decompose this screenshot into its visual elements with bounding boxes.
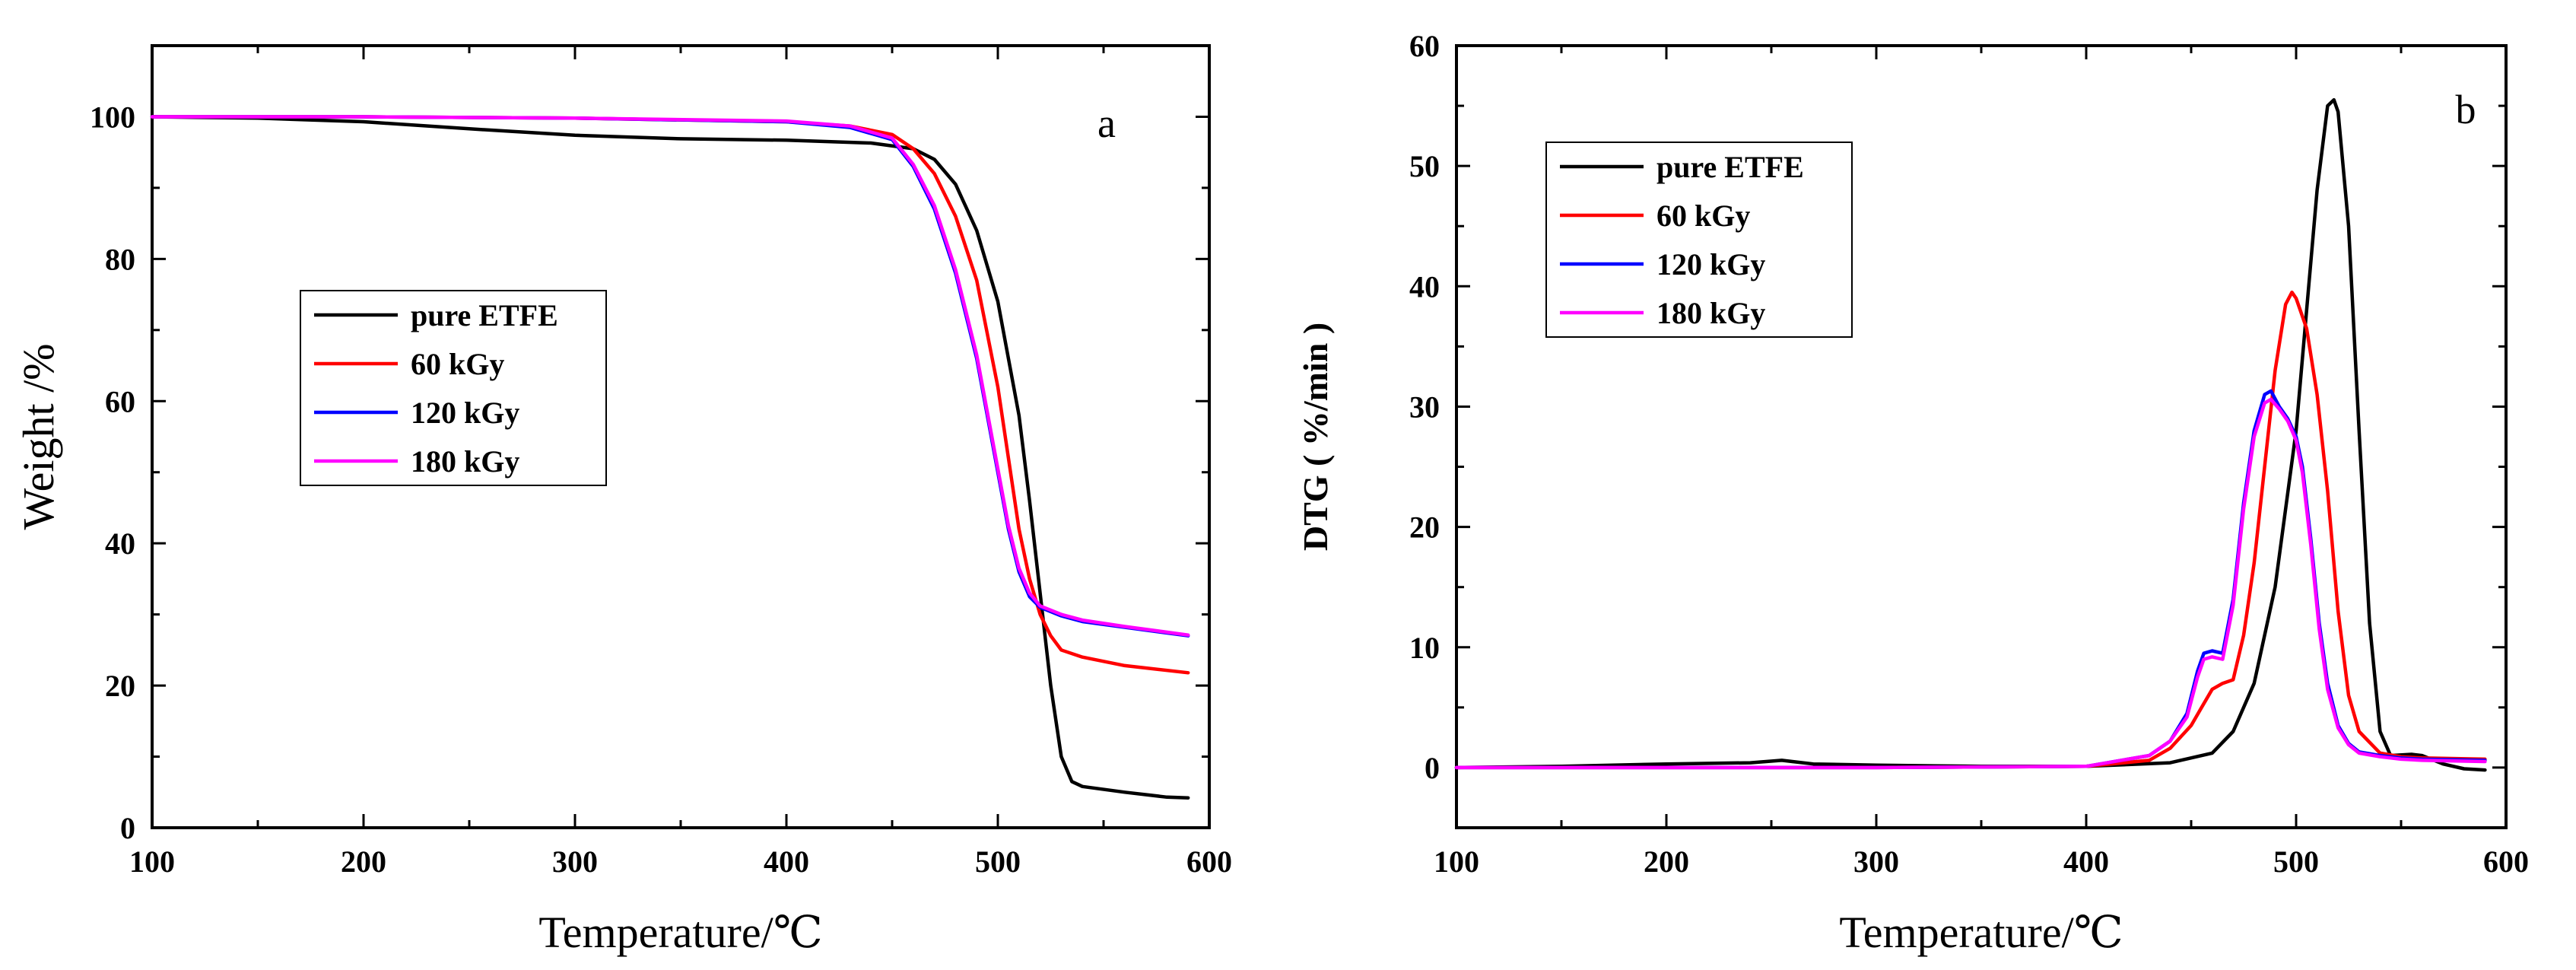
legend-label: pure ETFE (411, 298, 558, 332)
legend-label: 180 kGy (1656, 296, 1765, 330)
y-tick-label: 40 (105, 526, 135, 561)
x-tick-label: 600 (2483, 844, 2529, 879)
x-tick-label: 300 (1853, 844, 1899, 879)
panel-label: b (2456, 87, 2476, 132)
x-axis-title: Temperature/℃ (538, 908, 822, 957)
series-line-60-kgy (1454, 290, 2487, 770)
series-line-180-kgy (150, 115, 1190, 637)
y-tick-label: 80 (105, 242, 135, 276)
legend-box (1545, 142, 1853, 338)
x-tick-label: 300 (552, 844, 598, 879)
x-axis-title: Temperature/℃ (1839, 908, 2123, 957)
legend-box (300, 290, 607, 486)
y-tick-label: 20 (105, 669, 135, 703)
chart-panel-b: 100 200 300 400 500 600 0 10 20 30 40 50 60 Temperatu… (1296, 29, 2529, 957)
chart-panel-a: 100 200 300 400 500 600 0 20 40 60 80 100 Temperatur… (14, 44, 1232, 957)
legend-label: 180 kGy (411, 444, 519, 479)
y-tick-label: 30 (1409, 390, 1440, 424)
series-line-pure-etfe (150, 115, 1190, 800)
x-tick-label: 400 (764, 844, 809, 879)
x-tick-label: 200 (341, 844, 386, 879)
series-line-180-kgy (1454, 397, 2487, 770)
x-tick-label: 400 (2063, 844, 2109, 879)
y-tick-label: 40 (1409, 269, 1440, 304)
panel-label: a (1097, 100, 1116, 146)
x-tick-label: 100 (1434, 844, 1479, 879)
legend: pure ETFE 60 kGy 120 kGy 180 kGy (1545, 142, 1853, 338)
y-tick-label: 60 (1409, 29, 1440, 63)
legend: pure ETFE 60 kGy 120 kGy 180 kGy (300, 290, 607, 486)
y-tick-label: 0 (1425, 751, 1440, 785)
y-axis-title: Weight /% (14, 344, 63, 530)
y-tick-label: 10 (1409, 631, 1440, 665)
y-axis-title: DTG ( %/min ) (1296, 323, 1335, 551)
x-tick-label: 600 (1186, 844, 1232, 879)
x-tick-label: 500 (975, 844, 1021, 879)
y-tick-label: 60 (105, 384, 135, 418)
series-line-120-kgy (1454, 389, 2487, 770)
legend-label: 60 kGy (1656, 199, 1750, 233)
y-tick-label: 0 (120, 811, 135, 845)
legend-label: 120 kGy (1656, 247, 1765, 281)
legend-label: pure ETFE (1656, 150, 1804, 184)
legend-label: 60 kGy (411, 347, 504, 381)
x-tick-label: 200 (1644, 844, 1689, 879)
y-tick-label: 50 (1409, 149, 1440, 183)
y-tick-label: 100 (90, 100, 135, 134)
x-tick-label: 500 (2273, 844, 2319, 879)
y-tick-label: 20 (1409, 510, 1440, 545)
x-tick-label: 100 (129, 844, 175, 879)
legend-label: 120 kGy (411, 396, 519, 430)
